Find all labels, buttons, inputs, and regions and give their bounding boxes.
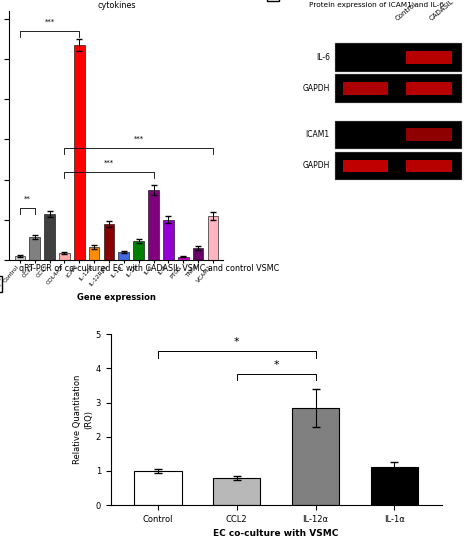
Bar — [343, 82, 389, 95]
Bar — [118, 252, 129, 260]
Text: ***: *** — [134, 135, 144, 141]
Bar — [148, 190, 159, 260]
Bar — [406, 82, 452, 95]
X-axis label: Gene expression: Gene expression — [77, 293, 156, 302]
Text: ICAM1: ICAM1 — [306, 130, 330, 139]
Bar — [406, 128, 452, 141]
Title: Gene expression of pro-inflammatory
cytokines: Gene expression of pro-inflammatory cyto… — [41, 0, 192, 10]
Bar — [336, 74, 462, 103]
Text: GAPDH: GAPDH — [302, 162, 330, 170]
Text: **: ** — [24, 196, 31, 202]
Bar — [59, 252, 70, 260]
Y-axis label: Relative Quantitation
(RQ): Relative Quantitation (RQ) — [73, 375, 93, 464]
Bar — [208, 216, 219, 260]
Text: *: * — [273, 360, 279, 370]
Bar — [104, 224, 114, 260]
Bar — [292, 408, 339, 505]
Text: ***: *** — [45, 19, 55, 25]
Bar — [336, 120, 462, 149]
Bar — [406, 51, 452, 64]
Text: ***: *** — [104, 160, 114, 166]
X-axis label: EC co-culture with VSMC: EC co-culture with VSMC — [213, 529, 339, 538]
Text: Control: Control — [395, 2, 418, 22]
Bar — [29, 236, 40, 260]
Bar — [44, 214, 55, 260]
Bar — [74, 45, 85, 260]
Title: Protein expression of ICAM1 and IL-6: Protein expression of ICAM1 and IL-6 — [309, 2, 444, 8]
Bar — [336, 152, 462, 180]
Bar — [343, 160, 389, 172]
Text: GAPDH: GAPDH — [302, 84, 330, 94]
Bar — [371, 468, 418, 505]
Bar — [178, 257, 189, 260]
Bar — [163, 220, 174, 260]
Text: IL-6: IL-6 — [316, 53, 330, 62]
Bar — [336, 43, 462, 72]
Bar — [213, 478, 260, 505]
Bar — [406, 160, 452, 172]
Bar — [133, 241, 144, 260]
Bar — [89, 247, 100, 260]
Bar — [193, 248, 203, 260]
Text: CADASIL: CADASIL — [428, 0, 455, 22]
Bar — [15, 256, 25, 260]
Bar — [134, 471, 182, 505]
Text: qRT-PCR of co-cultured EC with CADASIL VSMC and control VSMC: qRT-PCR of co-cultured EC with CADASIL V… — [18, 265, 279, 273]
Text: *: * — [234, 337, 239, 347]
